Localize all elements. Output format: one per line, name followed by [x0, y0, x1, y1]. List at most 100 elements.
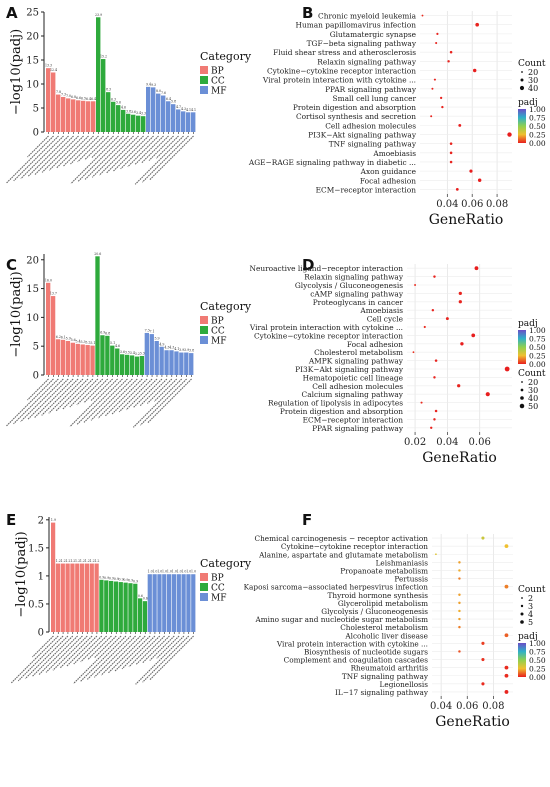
x-tick-label: [69, 378, 118, 427]
legend-swatch-bp: [200, 316, 208, 324]
term-label: Relaxin signaling pathway: [317, 57, 417, 66]
term-label: Chemical carcinogenesis − receptor activ…: [254, 534, 428, 543]
bar-value-label: 6.6: [76, 96, 81, 100]
color-legend-label: 0.00: [529, 139, 546, 148]
bar-value-label: 9.3: [151, 83, 156, 87]
x-tick-label: [106, 135, 144, 174]
term-label: Viral protein interaction with cytokine …: [276, 639, 428, 648]
color-legend-label: 0.25: [529, 131, 546, 140]
term-label: AGE−RAGE signaling pathway in diabetic .…: [248, 158, 416, 167]
bar-value-label: 7.1: [150, 330, 155, 334]
bar-value-label: 16.0: [45, 278, 52, 282]
bar-value-label: 0.9: [104, 576, 109, 580]
term-label: Pertussis: [394, 575, 428, 584]
data-point: [472, 68, 477, 73]
bar-bp: [85, 345, 90, 375]
bar-value-label: 1.2: [56, 559, 61, 563]
data-point: [441, 105, 444, 109]
term-label: Biosynthesis of nucleotide sugars: [304, 647, 428, 656]
data-point: [504, 366, 510, 372]
size-legend-title: Count: [518, 369, 546, 379]
x-tick-label: [77, 135, 124, 182]
bar-cc: [123, 582, 128, 632]
x-tick-label: [149, 135, 194, 181]
bar-cc: [105, 335, 110, 375]
term-label: Hematopoietic cell lineage: [303, 373, 403, 382]
x-tick-label: [134, 135, 184, 185]
bar-value-label: 0.9: [109, 576, 114, 580]
bar-bp: [70, 563, 75, 632]
size-legend-dot: [521, 381, 523, 383]
bar-value-label: 1.0: [148, 570, 153, 574]
x-tick-label: [149, 635, 175, 661]
bar-cc: [116, 105, 121, 132]
bar-bp: [46, 282, 51, 375]
data-point: [412, 351, 415, 354]
bar-value-label: 3.5: [125, 350, 130, 354]
data-point: [481, 641, 485, 645]
bar-value-label: 6.1: [61, 335, 66, 339]
data-point: [447, 60, 450, 63]
x-tick-label: [90, 378, 113, 402]
term-label: Cell adhesion molecules: [312, 382, 403, 391]
bar-mf: [164, 350, 169, 375]
bar-cc: [113, 581, 119, 632]
x-tick-label: [27, 135, 69, 177]
bar-value-label: 12.4: [50, 68, 57, 72]
y-tick-label: 5: [33, 104, 39, 115]
bar-value-label: 0.9: [119, 578, 124, 582]
term-label: Cytokine−cytokine receptor interaction: [281, 542, 428, 551]
bar-value-label: 1.2: [75, 559, 80, 563]
term-label: Glycerolipid metabolism: [338, 599, 428, 608]
bar-value-label: 3.9: [179, 348, 184, 352]
bar-mf: [162, 574, 167, 632]
bar-value-label: 4.1: [186, 108, 191, 112]
term-label: AMPK signaling pathway: [308, 357, 404, 366]
term-label: ECM−receptor interaction: [303, 415, 404, 424]
data-point: [458, 291, 462, 296]
term-label: TGF−beta signaling pathway: [307, 39, 417, 48]
x-tick-label: [146, 378, 173, 404]
x-tick-label: [80, 635, 127, 682]
color-legend-bar: [518, 330, 526, 364]
bar-cc: [124, 354, 130, 375]
plot-area: [420, 11, 512, 194]
bar-cc: [118, 582, 123, 632]
legend-swatch-bp: [200, 573, 208, 581]
bar-cc: [126, 113, 131, 132]
bar-value-label: 0.9: [123, 578, 128, 582]
data-point: [481, 536, 485, 540]
bar-value-label: 6.4: [91, 97, 96, 101]
bar-mf: [179, 352, 184, 375]
y-tick-label: 0: [33, 371, 39, 382]
data-point: [458, 123, 462, 127]
term-label: Amoebiasis: [372, 149, 416, 158]
bar-value-label: 7.0: [66, 94, 71, 98]
color-legend-label: 1.00: [529, 326, 546, 335]
data-point: [449, 142, 453, 145]
term-label: Amoebiasis: [359, 306, 403, 315]
x-tick-label: [135, 635, 165, 666]
data-point: [458, 650, 461, 653]
y-tick-label: 1.5: [28, 543, 44, 554]
bar-bp: [84, 563, 90, 632]
term-label: Protein digestion and absorption: [280, 407, 403, 416]
bar-bp: [94, 563, 99, 632]
bar-mf: [152, 574, 157, 632]
color-legend-label: 0.75: [529, 114, 546, 123]
x-tick-label: [24, 635, 69, 680]
size-legend-label: 20: [528, 68, 538, 77]
data-point: [439, 96, 443, 100]
bar-value-label: 1.2: [61, 559, 66, 563]
bar-value-label: 6.2: [56, 335, 61, 339]
color-legend-title: padj: [518, 319, 538, 329]
x-tick-label: [153, 378, 178, 402]
x-tick-label: 0.04: [436, 199, 458, 210]
x-axis-label: GeneRatio: [422, 450, 497, 466]
bar-value-label: 7.3: [61, 92, 66, 96]
data-point: [475, 22, 480, 27]
